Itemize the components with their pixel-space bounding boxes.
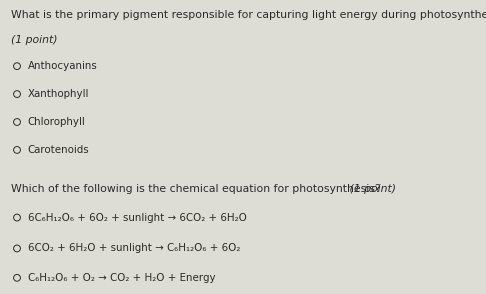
Text: (1 point): (1 point) (346, 184, 396, 194)
Text: (1 point): (1 point) (11, 35, 57, 45)
Text: Chlorophyll: Chlorophyll (28, 117, 86, 127)
Text: Anthocyanins: Anthocyanins (28, 61, 98, 71)
Text: C₆H₁₂O₆ + O₂ → CO₂ + H₂O + Energy: C₆H₁₂O₆ + O₂ → CO₂ + H₂O + Energy (28, 273, 215, 283)
Text: Carotenoids: Carotenoids (28, 145, 89, 155)
Text: What is the primary pigment responsible for capturing light energy during photos: What is the primary pigment responsible … (11, 10, 486, 20)
Text: 6CO₂ + 6H₂O + sunlight → C₆H₁₂O₆ + 6O₂: 6CO₂ + 6H₂O + sunlight → C₆H₁₂O₆ + 6O₂ (28, 243, 240, 253)
Text: Xanthophyll: Xanthophyll (28, 89, 89, 99)
Text: Which of the following is the chemical equation for photosynthesis?: Which of the following is the chemical e… (11, 184, 381, 194)
Text: 6C₆H₁₂O₆ + 6O₂ + sunlight → 6CO₂ + 6H₂O: 6C₆H₁₂O₆ + 6O₂ + sunlight → 6CO₂ + 6H₂O (28, 213, 246, 223)
